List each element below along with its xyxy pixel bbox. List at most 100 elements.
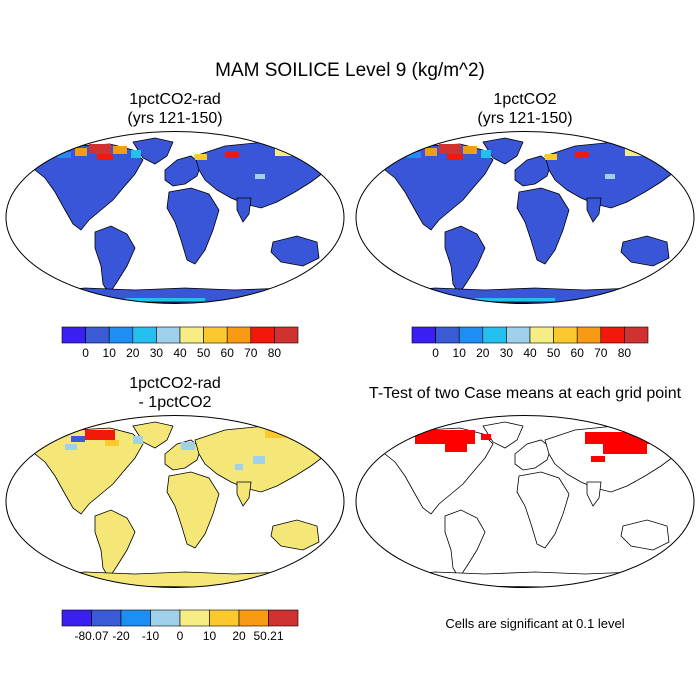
highlatitude-cell-2	[75, 148, 87, 156]
land-north-america	[376, 143, 494, 231]
highlatitude-cell-2	[71, 436, 85, 442]
highlatitude-cell-4	[57, 152, 71, 158]
highlatitude-cell-1	[447, 154, 463, 160]
map-panel-4	[355, 415, 695, 588]
map-border	[5, 131, 345, 304]
highlatitude-cell-7	[297, 434, 319, 442]
land-india	[236, 197, 252, 223]
colorbar-box-1	[435, 326, 460, 344]
colorbar-label-4: 40	[523, 346, 537, 360]
highlatitude-cell-5	[591, 456, 605, 462]
highlatitude-cell-0	[439, 144, 461, 154]
land-greenland	[482, 137, 524, 165]
colorbar-box-6	[203, 326, 228, 344]
colorbar-box-9	[274, 326, 299, 344]
highlatitude-cell-11	[475, 298, 555, 301]
highlatitude-cell-4	[407, 152, 421, 158]
colorbar-label-4: 40	[173, 346, 187, 360]
land-europe	[514, 155, 552, 187]
highlatitude-cell-3	[65, 444, 77, 450]
colorbar-label-2: -10	[142, 629, 160, 643]
colorbar-label-0: -80.07	[74, 629, 108, 643]
colorbar-label-5: 50	[197, 346, 211, 360]
panel-1-title: 1pctCO2-rad (yrs 121-150)	[5, 90, 345, 128]
highlatitude-cell-1	[97, 154, 113, 160]
colorbar-box-7	[576, 326, 602, 344]
colorbar-label-8: 80	[268, 346, 282, 360]
land-australia	[270, 519, 320, 551]
colorbar-box-9	[624, 326, 649, 344]
highlatitude-cell-0	[85, 430, 115, 440]
colorbar-box-5	[529, 326, 554, 344]
highlatitude-cell-5	[181, 442, 195, 450]
colorbar-box-0	[61, 326, 86, 344]
colorbar-box-0	[411, 326, 436, 344]
panel-3-title-line2: - 1pctCO2	[138, 394, 212, 411]
highlatitude-cell-4	[603, 444, 647, 454]
colorbar-label-5: 20	[232, 629, 246, 643]
highlatitude-cell-8	[301, 152, 319, 160]
land-australia	[620, 235, 670, 267]
colorbar-box-4	[156, 326, 181, 344]
land-india	[586, 481, 602, 507]
colorbar-box-3	[132, 326, 157, 344]
colorbar-box-2	[120, 609, 151, 627]
significance-note: Cells are significant at 0.1 level	[445, 616, 625, 631]
land-australia	[620, 519, 670, 551]
main-title: MAM SOILICE Level 9 (kg/m^2)	[215, 60, 485, 81]
colorbar-label-7: 70	[244, 346, 258, 360]
highlatitude-cell-1	[445, 444, 467, 452]
colorbar-label-6: 50.21	[253, 629, 283, 643]
colorbar-box-2	[108, 326, 134, 344]
highlatitude-cell-8	[253, 456, 265, 464]
colorbar-box-1	[91, 609, 122, 627]
panel-1-title-line2: (yrs 121-150)	[127, 110, 223, 127]
highlatitude-cell-1	[105, 440, 119, 446]
colorbar-box-1	[85, 326, 110, 344]
land-africa	[516, 471, 570, 549]
colorbar-box-6	[553, 326, 578, 344]
map-border	[355, 131, 695, 304]
highlatitude-cell-6	[545, 154, 557, 160]
highlatitude-cell-5	[131, 150, 141, 158]
highlatitude-cell-6	[195, 154, 207, 160]
colorbar-label-2: 20	[476, 346, 490, 360]
colorbar-box-8	[250, 326, 275, 344]
colorbar-box-5	[179, 326, 204, 344]
map-border	[5, 415, 345, 588]
land-south-america	[444, 225, 486, 295]
colorbar-box-3	[482, 326, 507, 344]
highlatitude-cell-11	[125, 298, 205, 301]
panel-2-title-line1: 1pctCO2	[493, 91, 557, 108]
panel-4-title-line1: T-Test of two Case means at each grid po…	[368, 385, 682, 402]
colorbar-box-7	[268, 609, 299, 627]
panel-3-title-line1: 1pctCO2-rad	[129, 375, 221, 392]
colorbar-label-2: 20	[126, 346, 140, 360]
map-panel-3	[5, 415, 345, 588]
colorbar-label-3: 0	[177, 629, 184, 643]
land-africa	[516, 187, 570, 265]
highlatitude-cell-4	[133, 436, 143, 444]
colorbar-box-6	[238, 609, 269, 627]
colorbar-label-8: 80	[618, 346, 632, 360]
highlatitude-cell-0	[415, 430, 475, 444]
colorbar-label-3: 30	[150, 346, 164, 360]
colorbar-label-1: 10	[103, 346, 117, 360]
land-north-america	[26, 427, 144, 515]
colorbar-box-0	[61, 609, 92, 627]
highlatitude-cell-9	[605, 174, 615, 179]
colorbar-box-5	[209, 609, 240, 627]
colorbar-panel-3: -80.07 -20 -10 0 10 20 50.21	[61, 609, 299, 643]
land-africa	[166, 471, 220, 549]
highlatitude-cell-9	[255, 174, 265, 179]
highlatitude-cell-3	[463, 146, 477, 154]
colorbar-label-1: -20	[112, 629, 130, 643]
colorbar-box-2	[458, 326, 484, 344]
highlatitude-cell-8	[651, 152, 669, 160]
land-greenland	[482, 421, 524, 449]
colorbar-label-7: 70	[594, 346, 608, 360]
land-europe	[514, 439, 552, 471]
colorbar-box-7	[226, 326, 252, 344]
colorbar-box-4	[179, 609, 210, 627]
highlatitude-cell-2	[481, 434, 491, 440]
